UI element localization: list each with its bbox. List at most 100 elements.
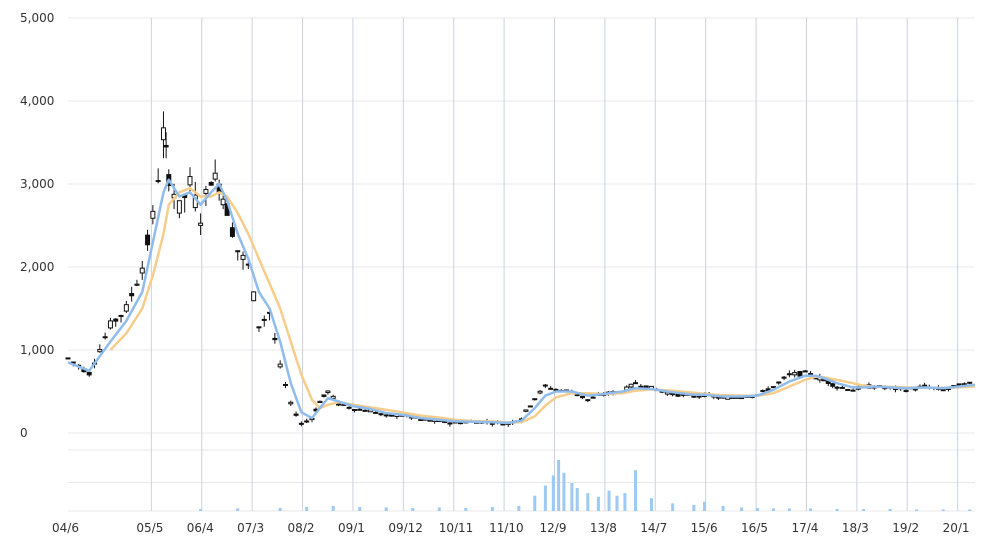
volume-bar xyxy=(888,508,892,511)
candle-body xyxy=(628,383,634,388)
volume-bar xyxy=(557,460,561,511)
volume-bar xyxy=(809,508,813,511)
x-tick-label: 13/8 xyxy=(590,521,617,535)
candle-body xyxy=(523,409,529,412)
candle-body xyxy=(163,144,169,148)
candle-body xyxy=(373,411,379,414)
candle-body xyxy=(351,408,357,411)
candle-body xyxy=(229,227,235,237)
x-tick-label: 19/2 xyxy=(892,521,919,535)
candle-body xyxy=(145,234,151,246)
candle-body xyxy=(304,420,310,423)
volume-bars xyxy=(199,460,972,511)
volume-bar xyxy=(787,508,791,511)
x-tick-label: 15/6 xyxy=(691,521,718,535)
candle-body xyxy=(298,422,304,425)
candle-body xyxy=(357,408,363,411)
candle-body xyxy=(235,250,241,253)
volume-bar xyxy=(199,508,203,511)
candle-body xyxy=(834,386,840,389)
candle-body xyxy=(65,357,71,360)
volume-bar xyxy=(384,507,388,511)
volume-bar xyxy=(533,495,537,511)
candle-body xyxy=(212,172,218,180)
candle-body xyxy=(86,371,92,376)
volume-bar xyxy=(490,506,494,511)
x-tick-label: 12/9 xyxy=(540,521,567,535)
volume-bar xyxy=(437,507,441,511)
y-tick-label: 3,000 xyxy=(20,177,54,191)
candle-body xyxy=(261,318,267,321)
candle-body xyxy=(139,267,145,274)
volume-bar xyxy=(551,475,555,511)
candle-body xyxy=(633,382,639,385)
x-tick-label: 06/4 xyxy=(187,521,214,535)
candle-body xyxy=(427,419,433,422)
candle-body xyxy=(97,349,103,353)
volume-bar xyxy=(517,505,521,511)
candle-body xyxy=(527,405,533,408)
candle-body xyxy=(696,395,702,398)
candle-body xyxy=(155,180,161,183)
candle-body xyxy=(585,399,591,402)
volume-bar xyxy=(941,509,945,511)
candle-body xyxy=(839,386,845,389)
x-tick-label: 17/4 xyxy=(791,521,818,535)
candle-body xyxy=(272,337,278,341)
volume-bar xyxy=(543,485,547,511)
candle-body xyxy=(118,314,124,317)
volume-bar xyxy=(236,508,240,511)
candle-body xyxy=(325,390,331,394)
x-tick-label: 09/1 xyxy=(338,521,365,535)
x-tick-label: 16/5 xyxy=(741,521,768,535)
candle-body xyxy=(638,385,644,388)
candle-body xyxy=(776,381,782,384)
volume-bar xyxy=(331,505,335,511)
volume-bar xyxy=(575,488,579,511)
candle-body xyxy=(378,413,384,416)
volume-bar xyxy=(615,495,619,511)
y-tick-label: 0 xyxy=(20,426,28,440)
candle-body xyxy=(176,200,182,214)
candle-body xyxy=(346,406,352,409)
x-tick-label: 08/2 xyxy=(288,521,315,535)
candle-body xyxy=(251,291,257,302)
candle-body xyxy=(532,398,538,401)
x-tick-label: 09/12 xyxy=(388,521,423,535)
x-tick-label: 11/10 xyxy=(489,521,524,535)
candle-body xyxy=(220,198,226,206)
candle-body xyxy=(362,409,368,412)
candle-body xyxy=(383,414,389,417)
volume-bar xyxy=(623,493,627,511)
grid xyxy=(68,17,975,512)
x-axis: 04/6 05/5 06/4 07/3 08/2 09/1 09/12 10/11 11/10 1… xyxy=(52,521,970,535)
x-tick-label: 20/1 xyxy=(943,521,970,535)
candle-body xyxy=(160,127,166,141)
candle-body xyxy=(317,400,323,403)
ma-short-line xyxy=(67,178,976,425)
candle-body xyxy=(542,384,548,387)
candle-body xyxy=(590,396,596,399)
volume-bar xyxy=(692,504,696,511)
candle-body xyxy=(903,389,909,392)
volume-bar xyxy=(358,506,362,511)
volume-bar xyxy=(702,501,706,511)
candle-body xyxy=(282,384,288,387)
candle-body xyxy=(113,318,119,322)
candle-body xyxy=(187,176,193,186)
candle-body xyxy=(830,383,836,387)
candle-body xyxy=(277,363,283,368)
candle-body xyxy=(786,373,792,376)
x-tick-label: 04/6 xyxy=(52,521,79,535)
candle-body xyxy=(123,304,129,312)
y-tick-label: 2,000 xyxy=(20,260,54,274)
volume-bar xyxy=(562,472,566,511)
candle-body xyxy=(150,210,156,219)
candle-body xyxy=(537,390,543,394)
x-tick-label: 10/11 xyxy=(439,521,474,535)
candle-body xyxy=(134,283,140,286)
volume-bar xyxy=(835,508,839,511)
candle-body xyxy=(940,388,946,392)
volume-bar xyxy=(596,496,600,511)
